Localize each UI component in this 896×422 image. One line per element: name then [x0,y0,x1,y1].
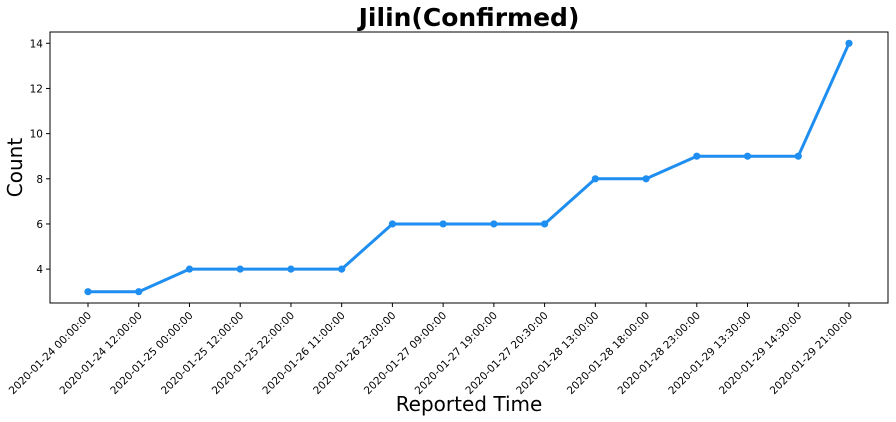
data-point [135,288,143,296]
y-tick-label: 10 [30,129,43,141]
y-tick-label: 14 [30,38,44,50]
data-point [185,265,194,273]
data-point [541,220,549,228]
data-points [84,39,853,296]
x-tick-label: 2020-01-24 00:00:00 [7,310,94,397]
x-tick-label: 2020-01-29 21:00:00 [768,310,855,397]
data-point [845,39,853,47]
y-tick-label: 6 [36,219,43,231]
y-tick-label: 12 [30,83,43,95]
x-tick-label: 2020-01-26 11:00:00 [260,310,347,397]
data-point [287,265,295,273]
x-tick-label: 2020-01-29 13:30:00 [666,310,753,397]
x-tick-label: 2020-01-27 20:30:00 [463,310,550,397]
data-point [794,152,802,160]
x-tick-label: 2020-01-28 18:00:00 [565,310,652,397]
y-axis-label: Count [3,138,27,198]
series-line [86,41,851,294]
plot-area-frame [49,31,889,304]
data-point [743,152,752,160]
chart-title: Jilin(Confirmed) [357,3,580,32]
x-tick-label: 2020-01-24 12:00:00 [58,310,145,397]
x-axis-label: Reported Time [396,392,543,416]
x-tick-label: 2020-01-28 23:00:00 [616,310,703,397]
data-point [236,265,244,273]
data-point [338,265,346,273]
y-tick-label: 8 [36,174,43,186]
x-tick-label: 2020-01-25 22:00:00 [210,310,297,397]
x-tick-label: 2020-01-28 13:00:00 [514,310,601,397]
data-point [591,175,599,183]
x-tick-label: 2020-01-29 14:30:00 [717,310,804,397]
x-tick-label: 2020-01-25 12:00:00 [159,310,246,397]
data-point [490,220,498,228]
y-axis: 4 6 8 10 12 14 [30,38,50,276]
x-tick-label: 2020-01-27 19:00:00 [413,310,500,397]
x-tick-label: 2020-01-25 00:00:00 [108,310,195,397]
y-tick-label: 4 [36,264,43,276]
x-tick-label: 2020-01-27 09:00:00 [362,310,449,397]
data-point [642,175,650,183]
data-point [439,220,447,228]
x-tick-label: 2020-01-26 23:00:00 [311,310,398,397]
data-point [388,220,396,228]
data-point [84,288,92,296]
data-point [693,152,701,160]
